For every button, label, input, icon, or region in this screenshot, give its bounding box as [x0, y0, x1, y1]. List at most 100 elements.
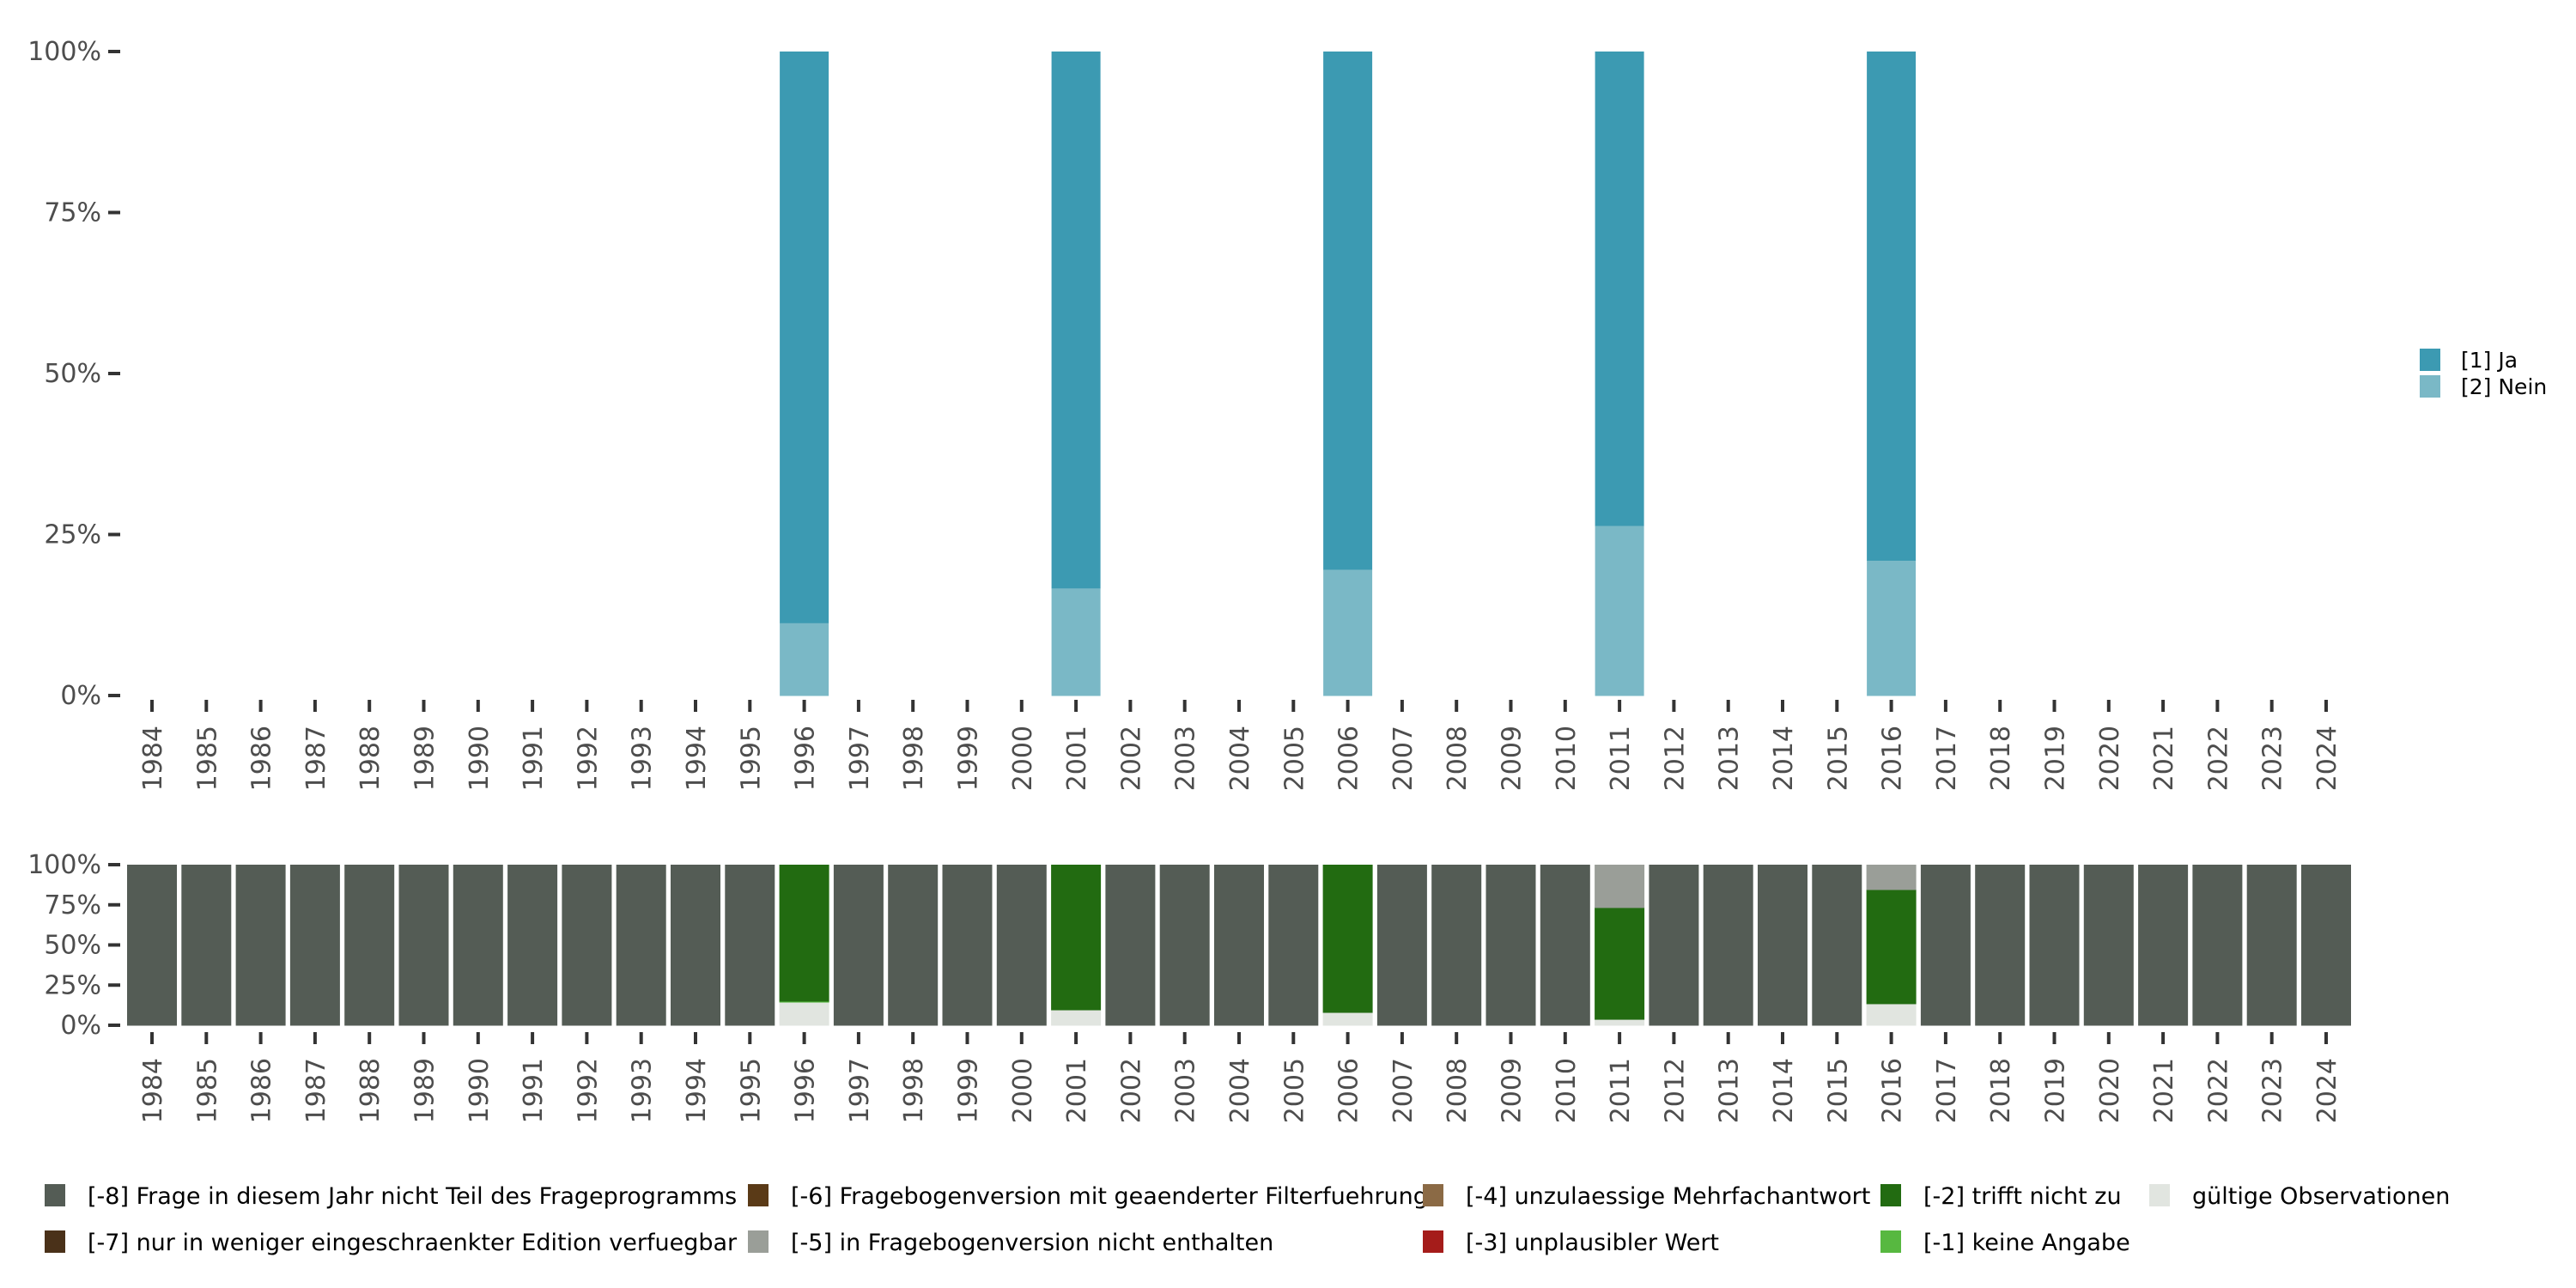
bottom-xtick-label: 2006	[1334, 1058, 1364, 1123]
bar-segment-1987	[289, 865, 340, 1026]
bottom-xtick-label: 2012	[1660, 1058, 1690, 1123]
bar-segment-1994	[671, 865, 720, 1026]
bottom-xtick-label: 2015	[1823, 1058, 1853, 1123]
top-ytick-label: 0%	[60, 681, 101, 711]
top-xtick-label: 1991	[519, 726, 549, 791]
bar--1-ja-2011	[1595, 52, 1644, 526]
bottom-xtick-label: 2023	[2258, 1058, 2288, 1123]
bar-segment-1990	[453, 865, 503, 1026]
bar-segment-2019	[2029, 865, 2080, 1026]
bar-segment-2018	[1975, 865, 2026, 1026]
bar-segment-1993	[616, 865, 666, 1026]
bottom-xtick-label: 2021	[2149, 1058, 2179, 1123]
bottom-xtick-label: 1984	[138, 1058, 168, 1123]
top-xtick-label: 2017	[1932, 726, 1962, 791]
top-xtick-label: 2008	[1443, 726, 1473, 791]
bottom-xtick-label: 2013	[1715, 1058, 1745, 1123]
bar-segment-1996	[779, 1002, 829, 1026]
bottom-xtick-label: 1988	[355, 1058, 386, 1123]
bar--1-ja-2001	[1051, 52, 1101, 589]
bar-segment-2011	[1595, 865, 1645, 908]
top-xtick-label: 1999	[954, 726, 984, 791]
bar-segment-2023	[2246, 865, 2297, 1026]
top-xtick-label: 2012	[1660, 726, 1690, 791]
bar--2-nein-1996	[780, 623, 829, 696]
bar-segment-2012	[1649, 865, 1699, 1026]
bar-segment-2000	[996, 865, 1047, 1026]
top-xtick-label: 2003	[1171, 726, 1201, 791]
top-xtick-label: 2000	[1008, 726, 1038, 791]
bar--2-nein-2006	[1323, 569, 1373, 696]
bar-segment-1996	[779, 865, 829, 1002]
bar-segment-2010	[1540, 865, 1590, 1026]
bottom-xtick-label: 2020	[2095, 1058, 2125, 1123]
legend-label: [2] Nein	[2461, 374, 2547, 399]
top-xtick-label: 1994	[682, 726, 712, 791]
bar-segment-2021	[2138, 865, 2189, 1026]
bar--2-nein-2001	[1051, 587, 1101, 696]
legend-swatch	[45, 1230, 65, 1253]
bottom-xtick-label: 2024	[2312, 1058, 2342, 1123]
bottom-xtick-label: 2008	[1443, 1058, 1473, 1123]
bottom-xtick-label: 1987	[301, 1058, 331, 1123]
bar-segment-1985	[181, 865, 232, 1026]
top-xtick-label: 2005	[1279, 726, 1309, 791]
legend-swatch	[1423, 1230, 1443, 1253]
legend-swatch	[2420, 349, 2440, 371]
bar-segment-1997	[833, 865, 884, 1026]
bar-segment-2003	[1159, 865, 1210, 1026]
bar-segment-1999	[942, 865, 993, 1026]
top-xtick-label: 1985	[192, 726, 222, 791]
legend-swatch	[1880, 1230, 1901, 1253]
bottom-xtick-label: 2001	[1062, 1058, 1092, 1123]
top-xtick-label: 1990	[465, 726, 495, 791]
legend-label: [-3] unplausibler Wert	[1466, 1230, 1719, 1256]
legend-swatch	[748, 1230, 769, 1253]
bar-segment-2006	[1322, 1012, 1373, 1026]
bottom-xtick-label: 1986	[247, 1058, 277, 1123]
bottom-xtick-label: 1999	[954, 1058, 984, 1123]
bottom-xtick-label: 1990	[465, 1058, 495, 1123]
bottom-xtick-label: 2000	[1008, 1058, 1038, 1123]
bottom-xtick-label: 2016	[1878, 1058, 1908, 1123]
bar-segment-2015	[1812, 865, 1862, 1026]
legend-swatch	[2149, 1184, 2170, 1206]
bar-segment-1984	[127, 865, 177, 1026]
bottom-ytick-label: 0%	[60, 1011, 101, 1041]
bottom-xtick-label: 2017	[1932, 1058, 1962, 1123]
bottom-ytick-label: 75%	[44, 890, 101, 920]
top-xtick-label: 2016	[1878, 726, 1908, 791]
top-xtick-label: 1995	[736, 726, 766, 791]
bottom-xtick-label: 2002	[1116, 1058, 1146, 1123]
legend-swatch	[1423, 1184, 1443, 1206]
top-xtick-label: 2022	[2203, 726, 2233, 791]
top-xtick-label: 1996	[791, 726, 821, 791]
bar--1-ja-2016	[1867, 52, 1917, 561]
top-xtick-label: 1988	[355, 726, 386, 791]
bottom-ytick-label: 100%	[27, 850, 101, 880]
bottom-ytick-label: 50%	[44, 931, 101, 961]
bar-segment-1998	[888, 865, 939, 1026]
bar-segment-1989	[398, 865, 449, 1026]
top-ytick-label: 100%	[27, 37, 101, 67]
top-xtick-label: 2019	[2041, 726, 2071, 791]
legend-swatch	[2420, 375, 2440, 398]
bar-segment-2001	[1051, 1010, 1102, 1026]
top-xtick-label: 1993	[628, 726, 658, 791]
bottom-xtick-label: 2011	[1606, 1058, 1636, 1123]
bar-segment-1996	[779, 1000, 829, 1003]
bar-segment-2020	[2083, 865, 2134, 1026]
legend-swatch	[1880, 1184, 1901, 1206]
top-xtick-label: 2014	[1769, 726, 1799, 791]
bar-segment-2009	[1485, 865, 1536, 1026]
bottom-ytick-label: 25%	[44, 970, 101, 1000]
bottom-xtick-label: 1998	[899, 1058, 929, 1123]
bottom-xtick-label: 1985	[192, 1058, 222, 1123]
bottom-xtick-label: 1996	[791, 1058, 821, 1123]
bar-segment-1992	[562, 865, 612, 1026]
bar-segment-2007	[1376, 865, 1427, 1026]
bar-segment-2024	[2301, 865, 2351, 1026]
bottom-xtick-label: 1989	[410, 1058, 440, 1123]
top-xtick-label: 1989	[410, 726, 440, 791]
top-xtick-label: 1997	[845, 726, 875, 791]
